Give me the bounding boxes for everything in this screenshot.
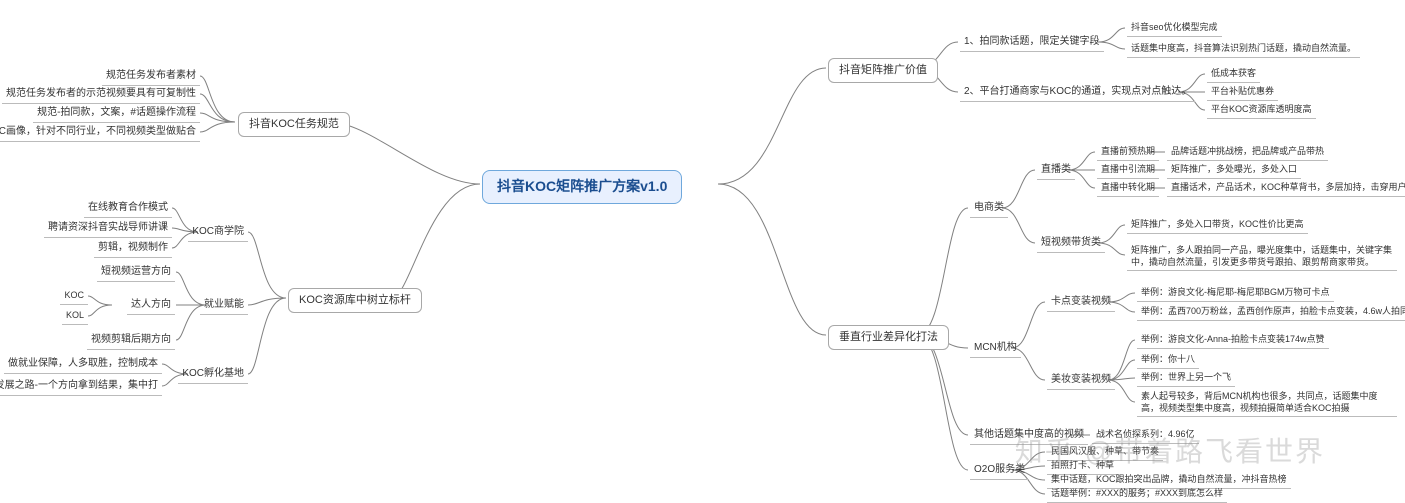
leaf: 举例：游良文化-Anna-拍脸卡点变装174w点赞	[1137, 332, 1329, 349]
leaf: 抖音seo优化模型完成	[1127, 20, 1222, 37]
leaf: 举例：游良文化-梅尼耶-梅尼耶BGM万物可卡点	[1137, 285, 1334, 302]
node-direction[interactable]: 达人方向	[127, 297, 175, 315]
leaf: 直播中引流期	[1097, 162, 1159, 179]
leaf: 短视频运营方向	[97, 264, 175, 282]
leaf: 聘请资深抖音实战导师讲课	[44, 220, 172, 238]
node-live[interactable]: 直播类	[1037, 162, 1075, 180]
node-short[interactable]: 短视频带货类	[1037, 235, 1105, 253]
node-mcn[interactable]: MCN机构	[970, 340, 1021, 358]
leaf: 规范任务发布者素材	[102, 68, 200, 86]
leaf: 举例：你十八	[1137, 352, 1199, 369]
leaf: 规范-拍同款，文案，#话题操作流程	[33, 105, 200, 123]
leaf: 直播中转化期	[1097, 180, 1159, 197]
node-card[interactable]: 卡点变装视频	[1047, 294, 1115, 312]
watermark: 知乎 @带着路飞看世界	[1015, 430, 1325, 470]
leaf: 举例：世界上另一个飞	[1137, 370, 1235, 387]
leaf: 矩阵推广，多人跟拍同一产品，曝光度集中，话题集中，关键字集中，撬动自然流量，引发…	[1127, 244, 1397, 271]
leaf: 直播前预热期	[1097, 144, 1159, 161]
leaf: 低成本获客	[1207, 66, 1260, 83]
node-ecom[interactable]: 电商类	[970, 200, 1008, 218]
leaf: 视频剪辑后期方向	[87, 332, 175, 350]
leaf: 规范任务发布者的示范视频要具有可复制性	[2, 86, 200, 104]
leaf: 在线教育合作模式	[84, 200, 172, 218]
leaf: 规范KOC发展之路-一个方向拿到结果，集中打	[0, 378, 162, 396]
leaf: 平台KOC资源库透明度高	[1207, 102, 1316, 119]
leaf: 1、拍同款话题，限定关键字段	[960, 34, 1104, 52]
leaf: 话题集中度高，抖音算法识别热门话题，撬动自然流量。	[1127, 41, 1360, 58]
leaf: KOL	[62, 308, 88, 325]
leaf: 矩阵推广，多处曝光，多处入口	[1167, 162, 1301, 179]
root-node[interactable]: 抖音KOC矩阵推广方案v1.0	[482, 170, 682, 204]
leaf: 规范不同任务的KOC画像，针对不同行业，不同视频类型做贴合	[0, 124, 200, 142]
node-empower[interactable]: 就业赋能	[200, 297, 248, 315]
leaf: 话题举例：#XXX的服务；#XXX到底怎么样	[1047, 486, 1227, 503]
node-school[interactable]: KOC商学院	[188, 224, 248, 242]
branch-task-spec[interactable]: 抖音KOC任务规范	[238, 112, 350, 137]
leaf: 素人起号较多，背后MCN机构也很多，共同点，话题集中度高，视频类型集中度高，视频…	[1137, 390, 1397, 417]
branch-resource[interactable]: KOC资源库中树立标杆	[288, 288, 422, 313]
leaf: 举例：孟西700万粉丝，孟西创作原声，拍脸卡点变装，4.6w人拍同款孟西涨粉50…	[1137, 304, 1405, 321]
leaf: KOC	[60, 288, 88, 305]
leaf: 平台补贴优惠券	[1207, 84, 1278, 101]
node-beauty[interactable]: 美妆变装视频	[1047, 372, 1115, 390]
node-incubator[interactable]: KOC孵化基地	[178, 366, 248, 384]
leaf: 2、平台打通商家与KOC的通道，实现点对点触达。	[960, 84, 1195, 102]
branch-vertical[interactable]: 垂直行业差异化打法	[828, 325, 949, 350]
branch-value[interactable]: 抖音矩阵推广价值	[828, 58, 938, 83]
leaf: 矩阵推广，多处入口带货，KOC性价比更高	[1127, 217, 1308, 234]
leaf: 做就业保障，人多取胜，控制成本	[4, 356, 162, 374]
leaf: 品牌话题冲挑战榜，把品牌或产品带热	[1167, 144, 1328, 161]
leaf: 剪辑，视频制作	[94, 240, 172, 258]
leaf: 直播话术，产品话术，KOC种草背书，多层加持，击穿用户完成转化	[1167, 180, 1405, 197]
